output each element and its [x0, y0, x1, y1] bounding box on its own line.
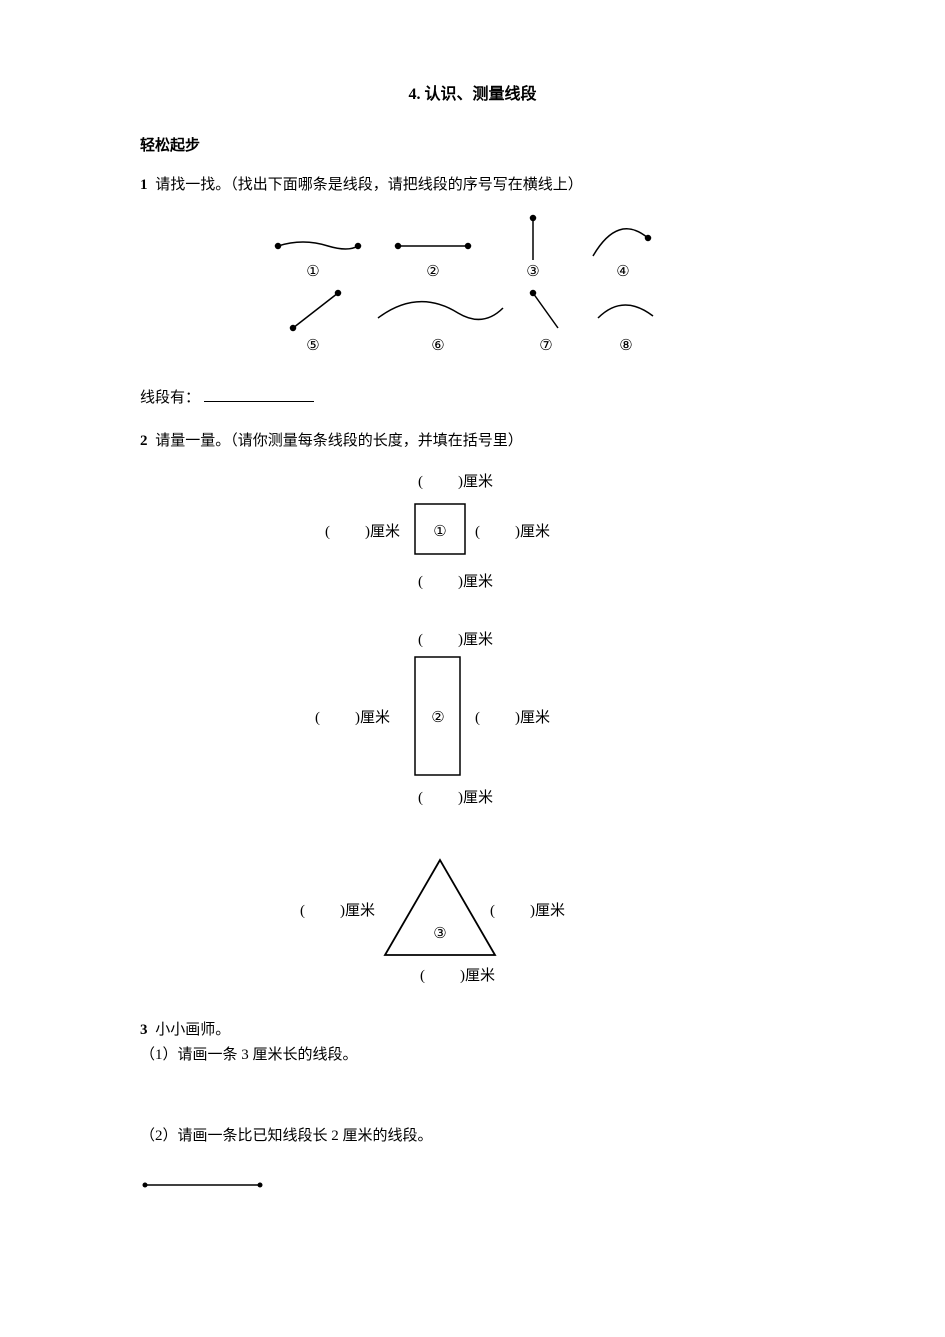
q2-line: 2 请量一量。（请你测量每条线段的长度，并填在括号里）: [140, 429, 805, 450]
page-title: 4. 认识、测量线段: [140, 80, 805, 104]
svg-text:(: (: [300, 903, 305, 919]
q3-sub2: （2）请画一条比已知线段长 2 厘米的线段。: [140, 1124, 805, 1145]
q2-shape3-svg: ( )厘米 ( )厘米 ( )厘米 ③: [140, 840, 800, 1000]
svg-text:(: (: [490, 903, 495, 919]
q2-shape1-svg: ( )厘米 ( )厘米 ( )厘米 ( )厘米 ①: [140, 464, 800, 604]
q2-shape1-row: ( )厘米 ( )厘米 ( )厘米 ( )厘米 ①: [140, 464, 805, 604]
q1-answer-blank[interactable]: [204, 386, 314, 402]
q3-known-segment: [140, 1175, 300, 1195]
q1-label-8: ⑧: [619, 338, 632, 354]
svg-text:(: (: [418, 790, 423, 806]
svg-text:(: (: [315, 710, 320, 726]
q2-shape2-row: ( )厘米 ( )厘米 ( )厘米 ( )厘米 ②: [140, 622, 805, 822]
q2-shape3-row: ( )厘米 ( )厘米 ( )厘米 ③: [140, 840, 805, 1000]
q1-label-1: ①: [306, 264, 319, 280]
svg-text:)厘米: )厘米: [458, 473, 493, 490]
q1-diagram: ① ② ③ ④ ⑤ ⑥ ⑦ ⑧: [258, 208, 688, 368]
svg-text:)厘米: )厘米: [515, 709, 550, 726]
q1-number: 1: [140, 177, 148, 193]
q3-sub1: （1）请画一条 3 厘米长的线段。: [140, 1043, 805, 1064]
svg-text:(: (: [418, 474, 423, 490]
q3-line: 3 小小画师。: [140, 1018, 805, 1039]
svg-text:)厘米: )厘米: [530, 902, 565, 919]
q1-label-3: ③: [526, 264, 539, 280]
svg-text:)厘米: )厘米: [340, 902, 375, 919]
q2-shape1-label: ①: [433, 524, 446, 540]
svg-text:(: (: [418, 632, 423, 648]
q1-line: 1 请找一找。（找出下面哪条是线段，请把线段的序号写在横线上）: [140, 173, 805, 194]
svg-text:)厘米: )厘米: [515, 523, 550, 540]
q2-shape2-svg: ( )厘米 ( )厘米 ( )厘米 ( )厘米 ②: [140, 622, 800, 822]
worksheet-page: 4. 认识、测量线段 轻松起步 1 请找一找。（找出下面哪条是线段，请把线段的序…: [0, 0, 945, 1337]
q3-number: 3: [140, 1022, 148, 1038]
svg-text:(: (: [420, 968, 425, 984]
q1-label-2: ②: [426, 264, 439, 280]
q2-shape2-label: ②: [431, 710, 444, 726]
svg-text:(: (: [325, 524, 330, 540]
q1-answer-prefix: 线段有：: [140, 390, 200, 406]
q1-label-6: ⑥: [431, 338, 444, 354]
svg-text:(: (: [475, 524, 480, 540]
svg-text:(: (: [418, 574, 423, 590]
svg-text:)厘米: )厘米: [365, 523, 400, 540]
svg-text:)厘米: )厘米: [355, 709, 390, 726]
svg-text:)厘米: )厘米: [458, 631, 493, 648]
svg-text:)厘米: )厘米: [458, 573, 493, 590]
section-heading: 轻松起步: [140, 134, 805, 155]
svg-text:)厘米: )厘米: [458, 789, 493, 806]
q3-text: 小小画师。: [155, 1022, 230, 1038]
q1-label-7: ⑦: [539, 338, 552, 354]
q1-label-5: ⑤: [306, 338, 319, 354]
q2-text: 请量一量。（请你测量每条线段的长度，并填在括号里）: [155, 433, 523, 449]
svg-text:)厘米: )厘米: [460, 967, 495, 984]
svg-text:(: (: [475, 710, 480, 726]
q1-label-4: ④: [616, 264, 629, 280]
q1-text: 请找一找。（找出下面哪条是线段，请把线段的序号写在横线上）: [155, 177, 583, 193]
q1-answer-line: 线段有：: [140, 386, 805, 407]
q2-number: 2: [140, 433, 148, 449]
q2-shape3-label: ③: [433, 926, 446, 942]
